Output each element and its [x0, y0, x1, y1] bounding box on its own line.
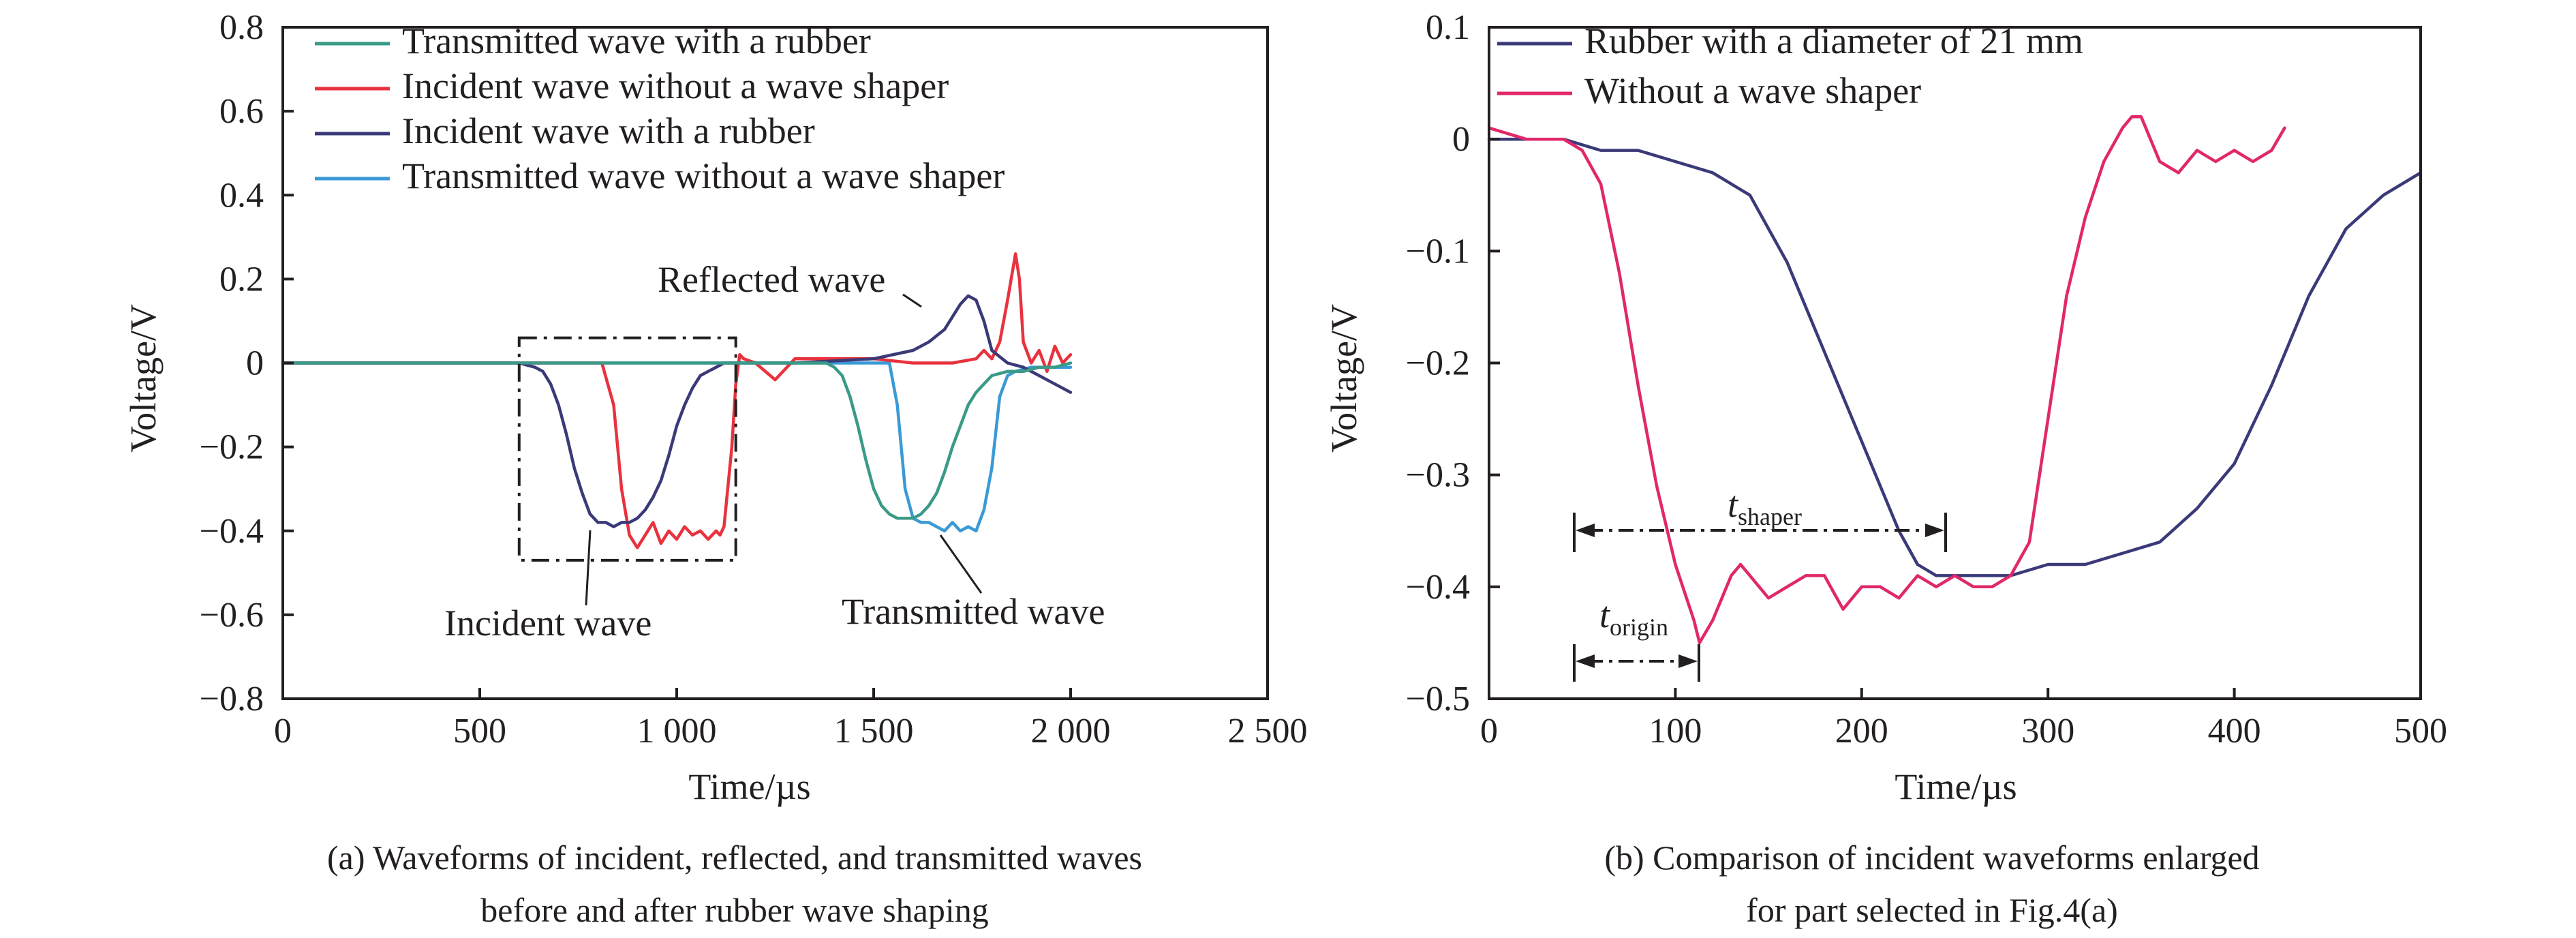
chart-a-series-line-1	[281, 252, 1073, 549]
chart-a-xtick-label: 0	[274, 712, 292, 751]
chart-b-ytick-label: 0	[1452, 120, 1470, 159]
chart-a-ytick-label: 0.4	[219, 176, 264, 215]
chart-a-ytick-label: 0.6	[219, 92, 264, 131]
chart-b-ytick-label: −0.2	[1406, 344, 1470, 383]
chart-a-series-line-0	[281, 361, 1073, 533]
chart-b-xtick-label: 500	[2394, 712, 2447, 751]
chart-b-ylabel: Voltage/V	[1323, 304, 1364, 453]
chart-a-series-group	[281, 252, 1073, 549]
chart-b-ytick-label: −0.4	[1406, 568, 1470, 607]
t-origin-arrowhead-right	[1678, 654, 1698, 668]
chart-b-ytick-label: −0.1	[1406, 232, 1470, 271]
chart-b-legend-label: Without a wave shaper	[1584, 70, 1921, 111]
chart-a-legend-label: Transmitted wave without a wave shaper	[402, 155, 1005, 196]
annotation-transmitted-wave: Transmitted wave	[842, 591, 1105, 632]
chart-b-xtick-label: 200	[1835, 712, 1888, 751]
chart-a-legend-label: Incident wave without a wave shaper	[402, 65, 949, 106]
chart-b-series-group	[1487, 115, 2423, 645]
annotation-incident-wave: Incident wave	[444, 603, 651, 644]
chart-b-series-line-0	[1487, 137, 2423, 577]
chart-b-ytick-label: −0.3	[1406, 456, 1470, 495]
chart-a-ytick-label: 0.8	[219, 8, 264, 47]
chart-b-xtick-label: 300	[2021, 712, 2074, 751]
chart-a-ytick-label: −0.4	[200, 512, 264, 551]
chart-b-series-line-1	[1487, 115, 2286, 645]
t-shaper-arrowhead-right	[1925, 524, 1944, 537]
chart-b-ytick-label: 0.1	[1426, 8, 1470, 47]
chart-b-xtick-label: 0	[1480, 712, 1498, 751]
t-shaper-arrowhead-left	[1576, 524, 1595, 537]
chart-a-xtick-label: 1 000	[637, 712, 717, 751]
annotation-incident-wave-leader	[585, 530, 592, 606]
chart-a-legend-label: Incident wave with a rubber	[402, 110, 815, 151]
selection-box	[517, 336, 737, 562]
annotation-reflected-wave: Reflected wave	[658, 259, 885, 300]
chart-a-ytick-label: −0.6	[200, 596, 264, 635]
chart-a-legend-label: Transmitted wave with a rubber	[402, 20, 871, 61]
t-shaper-subscript: shaper	[1738, 503, 1802, 530]
annotation-transmitted-wave-leader	[939, 534, 983, 594]
chart-a: 0 500 1 000 1 500 2 000 2 500 −0.8 −0.6 −0.4 −0.2…	[123, 8, 1308, 929]
chart-a-xtick-label: 500	[453, 712, 506, 751]
chart-b-legend-label: Rubber with a diameter of 21 mm	[1584, 20, 2083, 61]
chart-a-caption-line2: before and after rubber wave shaping	[480, 891, 988, 929]
t-origin-arrowhead-left	[1576, 654, 1595, 668]
annotation-reflected-wave-leader	[902, 293, 922, 308]
chart-a-ytick-label: 0.2	[219, 260, 264, 299]
chart-a-xtick-label: 1 500	[834, 712, 914, 751]
chart-a-xlabel: Time/µs	[688, 766, 810, 807]
chart-b-xtick-label: 100	[1649, 712, 1702, 751]
chart-a-series-line-3	[281, 361, 1073, 520]
chart-b: 0 100 200 300 400 500 −0.5 −0.4 −0.3 −0.2 −0.1 0 0.1…	[1323, 8, 2447, 929]
chart-a-series-line-2	[281, 294, 1073, 528]
t-shaper-label: tshaper	[1728, 484, 1802, 530]
chart-a-xtick-label: 2 500	[1228, 712, 1308, 751]
t-origin-label: torigin	[1599, 594, 1668, 641]
chart-b-legend: Rubber with a diameter of 21 mm Without a…	[1497, 20, 2083, 111]
chart-b-caption-line2: for part selected in Fig.4(a)	[1746, 891, 2118, 929]
chart-a-ylabel: Voltage/V	[123, 304, 164, 453]
chart-b-xtick-label: 400	[2208, 712, 2261, 751]
chart-b-caption-line1: (b) Comparison of incident waveforms enl…	[1604, 838, 2259, 877]
t-origin-subscript: origin	[1610, 614, 1668, 641]
chart-b-ytick-label: −0.5	[1406, 680, 1470, 718]
chart-a-ytick-label: −0.8	[200, 680, 264, 718]
chart-a-ytick-label: 0	[246, 344, 264, 383]
chart-a-xtick-label: 2 000	[1031, 712, 1111, 751]
chart-a-caption-line1: (a) Waveforms of incident, reflected, an…	[327, 838, 1142, 877]
chart-a-ytick-label: −0.2	[200, 428, 264, 467]
chart-b-xlabel: Time/µs	[1895, 766, 2017, 807]
